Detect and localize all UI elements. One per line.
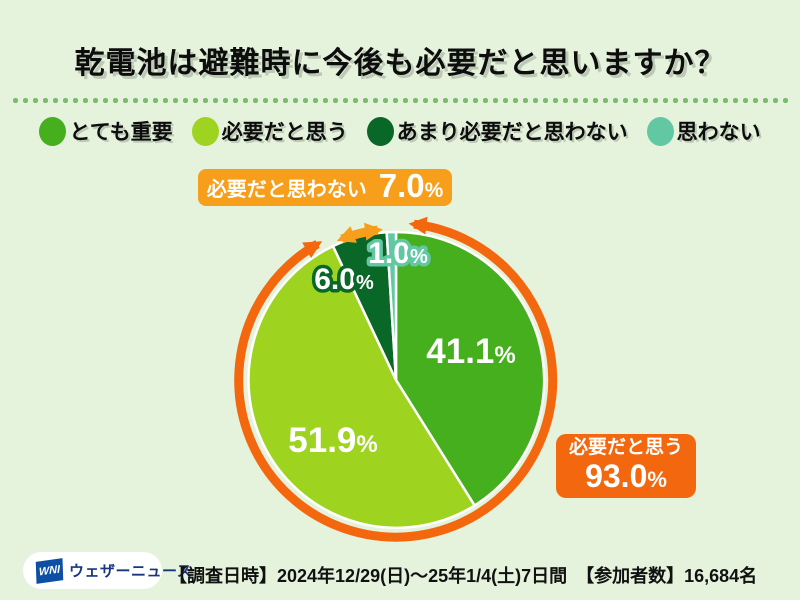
- legend-swatch-icon: [191, 116, 219, 146]
- slice-label-not-necessary: 1.0%: [368, 237, 428, 270]
- legend-swatch-icon: [39, 116, 67, 146]
- legend-item-label: 思わない: [676, 121, 761, 144]
- brand-name: ウェザーニュース: [69, 563, 193, 580]
- callout-label: 必要だと思う: [568, 436, 683, 458]
- wni-logo-icon: WNI: [35, 557, 64, 584]
- legend-item-not-necessary: 思わない: [646, 116, 761, 146]
- callout-label: 必要だと思わない: [206, 179, 367, 201]
- dotted-divider: [12, 97, 788, 104]
- survey-info: 【調査日時】2024年12/29(日)～25年1/4(土)7日間 【参加者数】1…: [169, 566, 758, 586]
- callout-value: 93.0%: [585, 457, 667, 494]
- span-arc-major-arrow: [234, 216, 558, 542]
- legend-item-necessary: 必要だと思う: [191, 116, 348, 146]
- slice-label-not-very-necessary: 6.0%: [314, 263, 374, 296]
- legend-item-very-important: とても重要: [39, 116, 173, 146]
- callout-necessary: 必要だと思う 93.0%: [556, 434, 696, 498]
- slice-label-necessary: 51.9%: [288, 421, 377, 460]
- pie-slice-necessary: [247, 244, 476, 530]
- legend-swatch-icon: [366, 116, 394, 146]
- slice-label-very-important: 41.1%: [426, 332, 515, 371]
- legend-swatch-icon: [646, 116, 674, 146]
- legend-item-not-very-necessary: あまり必要だと思わない: [366, 116, 628, 146]
- legend: とても重要 必要だと思う あまり必要だと思わない 思わない: [0, 116, 800, 146]
- weathernews-logo: WNI ウェザーニュース: [23, 552, 192, 589]
- callout-value: 7.0%: [378, 166, 444, 204]
- legend-item-label: とても重要: [69, 121, 173, 144]
- legend-item-label: あまり必要だと思わない: [396, 121, 628, 144]
- span-arc-minor-arrow: [336, 222, 383, 244]
- callout-not-necessary: 必要だと思わない 7.0%: [198, 169, 452, 206]
- page-title: 乾電池は避難時に今後も必要だと思いますか？: [74, 47, 726, 80]
- legend-item-label: 必要だと思う: [221, 121, 348, 144]
